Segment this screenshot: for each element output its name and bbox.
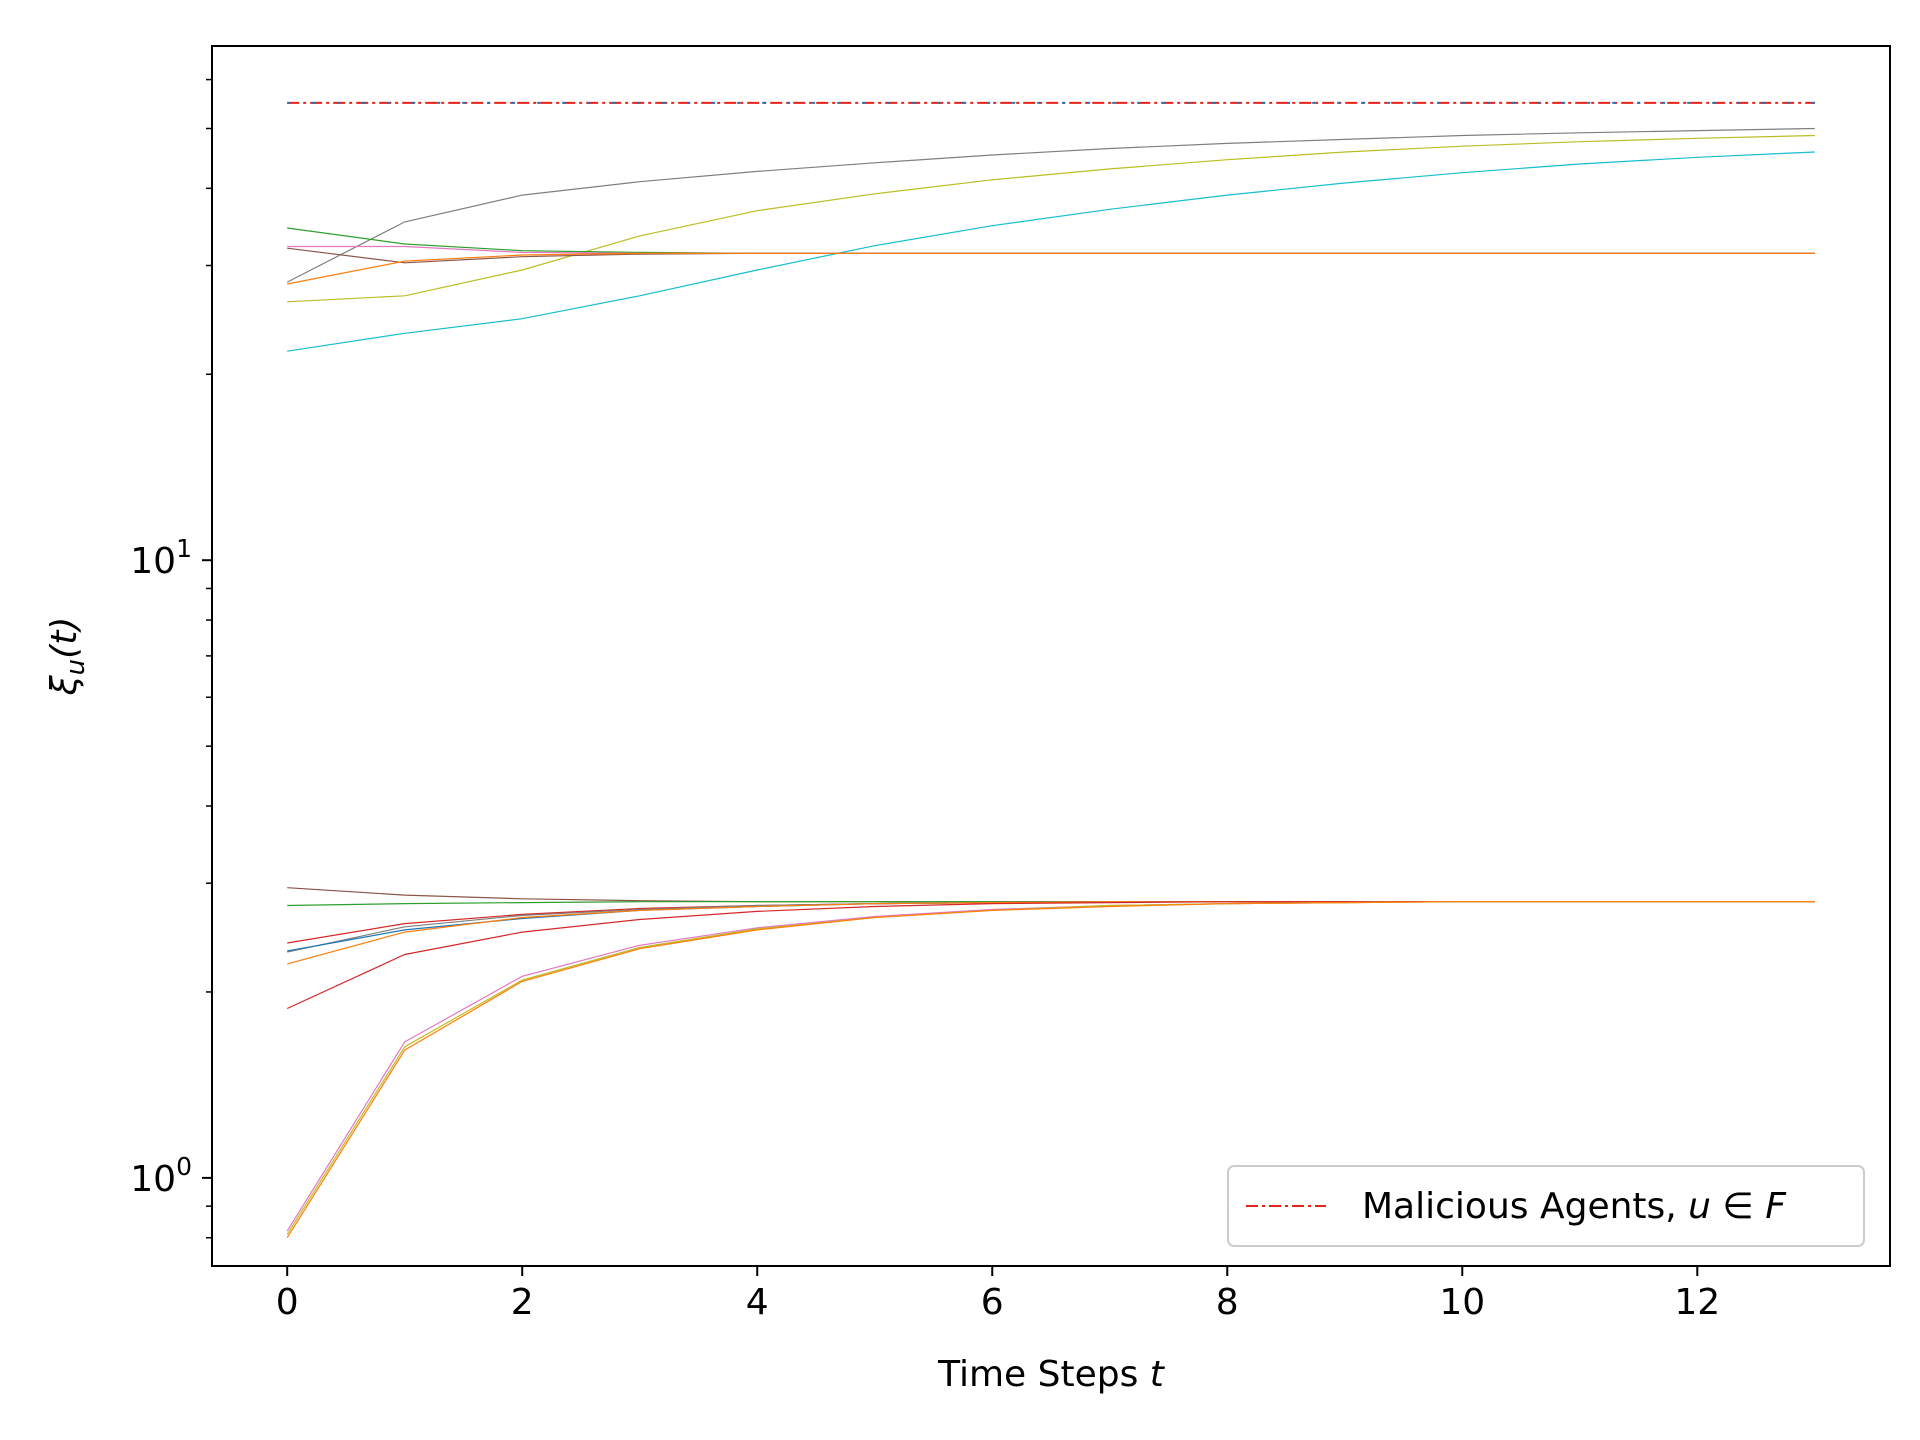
series-layer: [286, 127, 1815, 1239]
legend-box: [1227, 1165, 1865, 1247]
y-tick-label: 101: [130, 534, 192, 582]
x-axis-title: Time Steps t: [937, 1354, 1166, 1395]
x-tick-label: 2: [511, 1282, 534, 1323]
x-tick-label: 4: [746, 1282, 769, 1323]
x-tick-label: 8: [1216, 1282, 1239, 1323]
legend-label: Malicious Agents, u ∈ F: [1362, 1186, 1787, 1227]
legend: Malicious Agents, u ∈ F: [1227, 1165, 1865, 1247]
x-tick-label: 0: [276, 1282, 299, 1323]
series-line-1: [287, 134, 1815, 303]
plot-area: [212, 46, 1890, 1266]
series-line-0: [286, 127, 1815, 283]
series-line-2: [287, 151, 1815, 352]
x-tick-label: 12: [1674, 1282, 1720, 1323]
x-axis-ticks: 0 2 4 6 8 10 12: [276, 1266, 1720, 1323]
y-tick-label: 100: [130, 1152, 192, 1200]
y-axis-minor-ticks: [206, 78, 212, 1239]
series-line-16: [286, 901, 1815, 1239]
y-axis-ticks: 100 101: [130, 534, 212, 1200]
x-tick-label: 10: [1439, 1282, 1485, 1323]
series-line-6: [287, 252, 1815, 285]
y-axis-title: ξu(t): [44, 617, 91, 697]
x-tick-label: 6: [981, 1282, 1004, 1323]
